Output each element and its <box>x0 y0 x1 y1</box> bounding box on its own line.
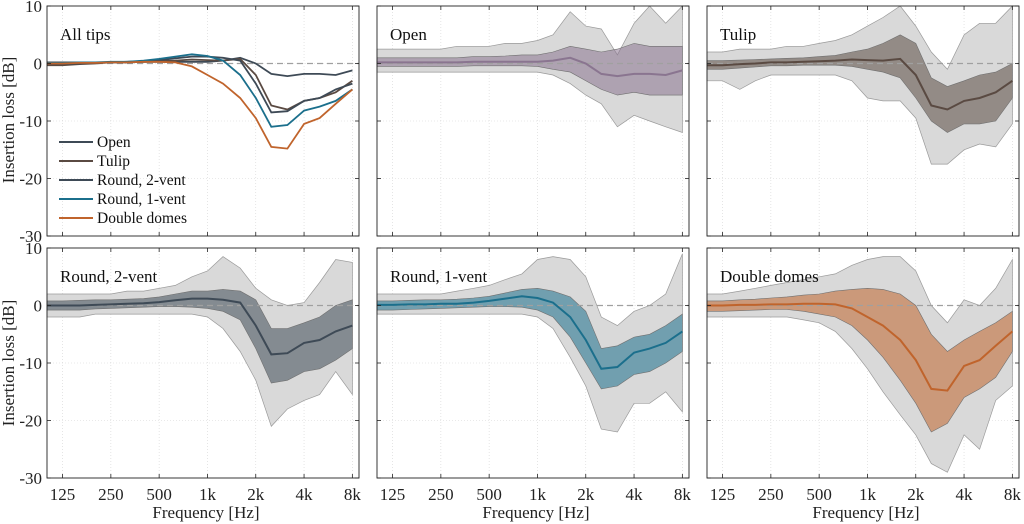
series-line-double-domes <box>47 60 353 150</box>
median-line <box>377 56 683 78</box>
interquartile-band <box>706 34 1013 133</box>
x-tick-label: 8k <box>344 485 362 504</box>
legend-label-round-1-vent: Round, 1-vent <box>97 191 186 208</box>
x-tick-label: 2k <box>247 485 265 504</box>
outer-range-band <box>376 5 683 133</box>
x-tick-label: 2k <box>907 485 925 504</box>
interquartile-band <box>46 289 353 384</box>
median-line <box>707 302 1014 392</box>
x-axis-label-right: Frequency [Hz] <box>812 503 919 522</box>
x-tick-label: 500 <box>806 485 832 504</box>
x-tick-label: 1k <box>529 485 547 504</box>
x-tick-label: 1k <box>859 485 877 504</box>
median-line <box>707 57 1013 111</box>
x-tick-label: 1k <box>199 485 217 504</box>
interquartile-band <box>706 287 1013 433</box>
x-tick-label: 8k <box>1004 485 1022 504</box>
y-axis-label-top: Insertion loss [dB] <box>0 57 18 184</box>
panel-tulip: Tulip <box>706 5 1020 237</box>
x-tick-label: 250 <box>98 485 124 504</box>
y-tick-label: 10 <box>25 239 42 258</box>
panel-title: Round, 1-vent <box>390 267 488 286</box>
interquartile-band <box>376 43 683 96</box>
legend-label-double-domes: Double domes <box>97 210 187 227</box>
panel-title: Double domes <box>720 267 819 286</box>
x-tick-label: 500 <box>476 485 502 504</box>
panel-title: Round, 2-vent <box>60 267 158 286</box>
x-axis-label-left: Frequency [Hz] <box>152 503 259 522</box>
y-axis-label-bottom: Insertion loss [dB] <box>0 300 18 427</box>
outer-range-band <box>46 256 353 427</box>
x-axis-label-middle: Frequency [Hz] <box>482 503 589 522</box>
y-tick-label: 0 <box>34 55 43 74</box>
x-tick-label: 125 <box>710 485 736 504</box>
panel-all-tips: 10 0 -10 -20 -30 All tips Open Tulip Round, 2-ve… <box>19 0 360 246</box>
x-tick-label: 125 <box>380 485 406 504</box>
y-tick-label: -10 <box>19 112 42 131</box>
y-tick-label: -30 <box>19 227 42 246</box>
x-tick-label: 500 <box>146 485 172 504</box>
panel-title: Tulip <box>720 25 756 44</box>
x-tick-label: 2k <box>577 485 595 504</box>
panel-title: All tips <box>60 25 111 44</box>
legend-label-round-2-vent: Round, 2-vent <box>97 172 186 189</box>
y-tick-label: -30 <box>19 469 42 488</box>
y-tick-label: -20 <box>19 170 42 189</box>
x-tick-label: 8k <box>674 485 692 504</box>
x-tick-label: 250 <box>428 485 454 504</box>
interquartile-band <box>376 287 683 390</box>
y-tick-label: -10 <box>19 354 42 373</box>
legend-label-tulip: Tulip <box>97 153 130 170</box>
median-line <box>47 297 353 356</box>
x-tick-label: 4k <box>956 485 974 504</box>
y-tick-label: 0 <box>34 297 43 316</box>
median-line <box>377 295 683 370</box>
panel-double-domes: 125 250 500 1k 2k 4k 8k Double domes <box>706 247 1022 504</box>
y-tick-label: 10 <box>25 0 42 16</box>
x-tick-label: 4k <box>626 485 644 504</box>
legend-label-open: Open <box>97 134 131 151</box>
panel-open: Open <box>376 5 690 237</box>
panel-round-1-vent: 125 250 500 1k 2k 4k 8k Round, 1-vent <box>376 247 692 504</box>
y-tick-label: -20 <box>19 412 42 431</box>
panel-title: Open <box>390 25 427 44</box>
x-tick-label: 125 <box>50 485 76 504</box>
x-tick-label: 4k <box>296 485 314 504</box>
panel-round-2-vent: 10 0 -10 -20 -30 125 250 500 1k 2k 4k 8k Round, 2-ve… <box>19 239 361 504</box>
x-tick-label: 250 <box>758 485 784 504</box>
